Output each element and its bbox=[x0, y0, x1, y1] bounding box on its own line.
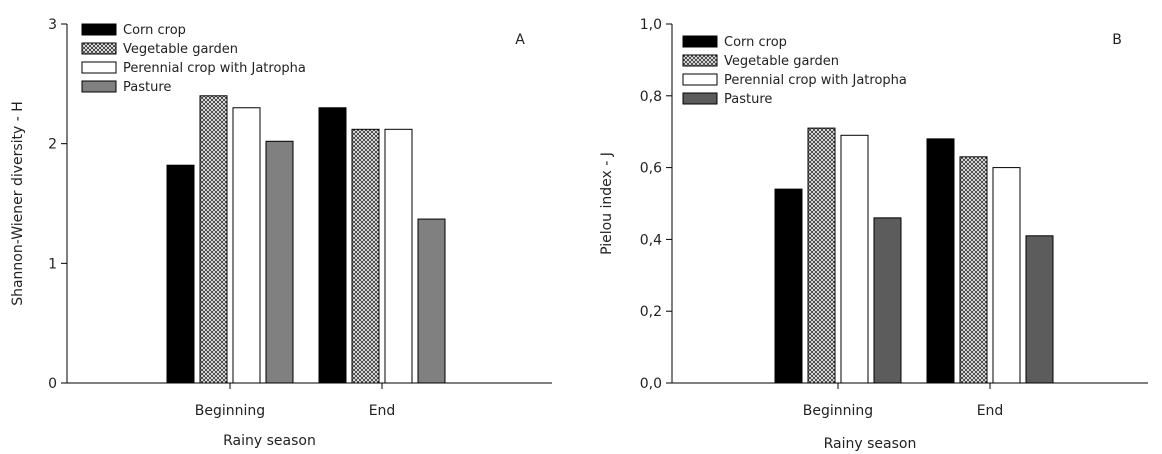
legend-swatch-gray bbox=[81, 80, 117, 93]
y-tick-label: 0,6 bbox=[640, 161, 662, 177]
bar-solid-black-end bbox=[318, 107, 347, 384]
x-tick-label: End bbox=[369, 403, 396, 419]
bar-solid-black-beginning bbox=[166, 164, 195, 384]
x-axis-title: Rainy season bbox=[223, 433, 316, 449]
y-tick-label: 1,0 bbox=[640, 17, 662, 33]
bar-crosshatch-end bbox=[959, 156, 988, 384]
bar-crosshatch-beginning bbox=[807, 127, 836, 384]
x-axis-title: Rainy season bbox=[824, 436, 917, 452]
legend-swatch-solid-black bbox=[682, 35, 718, 48]
legend-label: Vegetable garden bbox=[724, 54, 839, 69]
legend-swatch-crosshatch bbox=[682, 54, 718, 67]
y-tick-label: 3 bbox=[48, 17, 57, 33]
panel-letter: B bbox=[1112, 32, 1122, 48]
bar-white-end bbox=[384, 128, 413, 384]
y-tick-label: 0,4 bbox=[640, 232, 662, 248]
bar-gray-beginning bbox=[873, 217, 902, 384]
y-tick-label: 0 bbox=[48, 376, 57, 392]
bar-gray-end bbox=[1025, 235, 1054, 384]
bar-crosshatch-end bbox=[351, 128, 380, 384]
legend-label: Vegetable garden bbox=[123, 42, 238, 57]
legend-label: Perennial crop with Jatropha bbox=[123, 61, 306, 76]
bar-white-beginning bbox=[840, 134, 869, 384]
y-tick-label: 0,8 bbox=[640, 89, 662, 105]
legend-label: Corn crop bbox=[724, 35, 787, 50]
bar-gray-end bbox=[417, 218, 446, 384]
legend-label: Pasture bbox=[123, 80, 171, 95]
y-tick-label: 0,0 bbox=[640, 376, 662, 392]
x-tick-label: Beginning bbox=[803, 403, 873, 419]
legend-label: Corn crop bbox=[123, 23, 186, 38]
bar-solid-black-beginning bbox=[774, 188, 803, 384]
y-axis-title: Shannon-Wiener diversity - H bbox=[10, 101, 26, 306]
legend-label: Perennial crop with Jatropha bbox=[724, 73, 907, 88]
legend-swatch-white bbox=[682, 73, 718, 86]
y-tick-label: 1 bbox=[48, 256, 57, 272]
y-tick-label: 0,2 bbox=[640, 304, 662, 320]
bar-white-beginning bbox=[232, 107, 261, 384]
legend-swatch-crosshatch bbox=[81, 42, 117, 55]
x-tick-label: End bbox=[977, 403, 1004, 419]
panel-letter: A bbox=[515, 32, 525, 48]
y-axis-title: Pielou index - J bbox=[599, 152, 615, 255]
legend-label: Pasture bbox=[724, 92, 772, 107]
legend-swatch-white bbox=[81, 61, 117, 74]
bar-crosshatch-beginning bbox=[199, 95, 228, 384]
legend-swatch-gray bbox=[682, 92, 718, 105]
bar-gray-beginning bbox=[265, 140, 294, 384]
y-tick-label: 2 bbox=[48, 137, 57, 153]
bar-white-end bbox=[992, 167, 1021, 384]
legend-swatch-solid-black bbox=[81, 23, 117, 36]
x-tick-label: Beginning bbox=[195, 403, 265, 419]
bar-solid-black-end bbox=[926, 138, 955, 384]
